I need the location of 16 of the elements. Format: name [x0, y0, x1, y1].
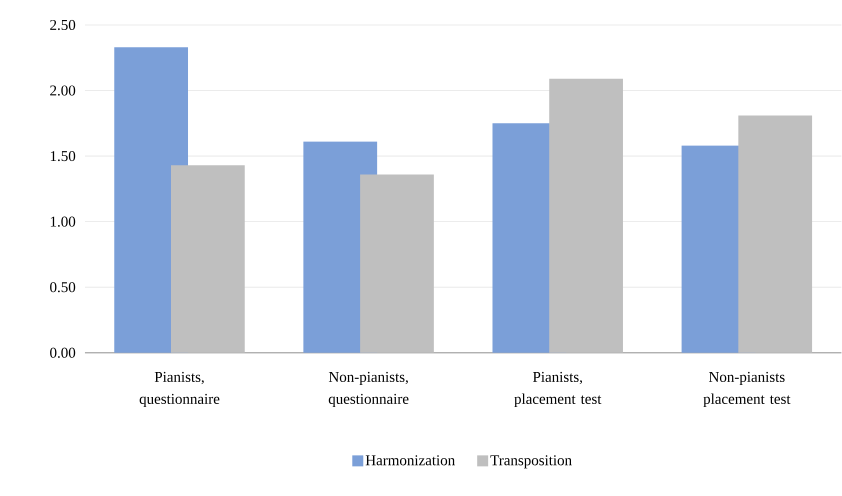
- y-tick-label: 2.50: [50, 20, 76, 30]
- legend-label: Transposition: [490, 455, 572, 469]
- x-tick-label: Non-pianists, questionnaire: [328, 372, 408, 408]
- y-tick-label: 0.00: [50, 348, 76, 358]
- y-tick-label: 1.50: [50, 151, 76, 162]
- y-tick-label: 0.50: [50, 282, 76, 292]
- x-tick-label: Pianists, questionnaire: [140, 372, 220, 408]
- bar: [549, 78, 623, 353]
- y-tick-label: 1.00: [50, 216, 76, 227]
- bar: [360, 174, 434, 353]
- x-tick-label: Non-pianists placement test: [703, 372, 790, 408]
- bar: [738, 116, 812, 353]
- x-tick-label: Pianists, placement test: [514, 372, 602, 408]
- bar: [170, 165, 245, 353]
- legend-label: Harmonization: [366, 455, 455, 466]
- y-tick-label: 2.00: [50, 86, 76, 96]
